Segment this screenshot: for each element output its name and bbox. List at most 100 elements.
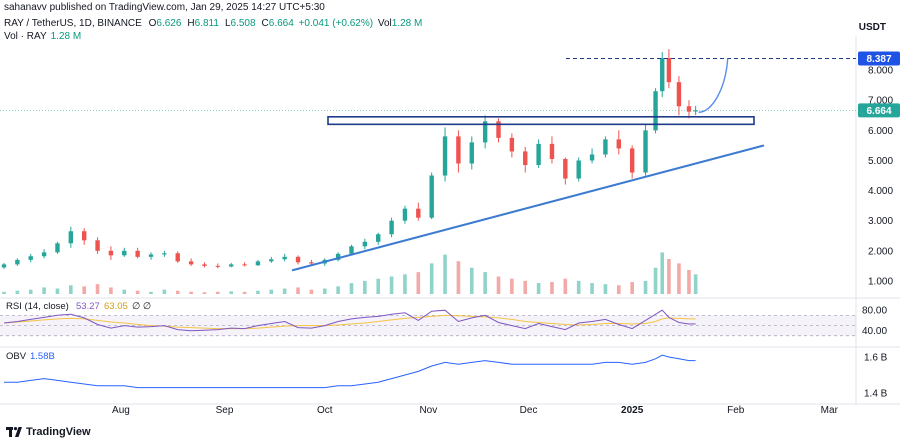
volume-bar — [135, 290, 140, 294]
candle-body — [563, 158, 568, 179]
candle-body — [523, 151, 528, 165]
candle-body — [576, 160, 581, 179]
price-tick-label: 2.000 — [868, 246, 893, 257]
candle-body — [482, 121, 488, 143]
price-tick-label: 5.000 — [868, 156, 893, 167]
volume-bar — [496, 276, 501, 294]
candle-body — [429, 175, 434, 218]
volume-bar — [309, 289, 314, 294]
volume-bar — [216, 291, 220, 294]
candle-body — [309, 262, 314, 264]
currency-label: USDT — [858, 22, 886, 33]
rsi-line — [3, 309, 696, 332]
candle-body — [376, 234, 381, 242]
volume-bar — [483, 272, 487, 294]
ohlc-values: O6.626 H6.811 L6.508 C6.664 — [145, 18, 296, 29]
ohlc-value-h: 6.811 — [194, 18, 219, 29]
volume-bar — [563, 278, 568, 294]
volume-bar — [242, 291, 247, 294]
volume-bar — [416, 272, 421, 294]
ohlc-key-l: L — [224, 18, 231, 29]
volume-bar — [202, 292, 207, 294]
obv-tick-label: 1.4 B — [864, 389, 888, 400]
candle-body — [295, 256, 301, 263]
volume-bar — [256, 290, 260, 294]
volume-bar — [15, 290, 20, 294]
drawings[interactable] — [0, 57, 856, 272]
ohlc-value-o: 6.626 — [156, 18, 182, 29]
volume-bar — [376, 278, 381, 294]
candle-body — [589, 154, 595, 161]
candle-body — [686, 106, 692, 112]
candle-body — [215, 265, 221, 267]
candle-body — [536, 143, 541, 165]
volume-bar — [109, 287, 113, 294]
candle-body — [389, 220, 394, 235]
time-tick-label: 2025 — [621, 405, 644, 416]
volume-indicator-legend[interactable]: Vol · RAY 1.28 M — [4, 31, 81, 42]
volume-bar — [269, 289, 274, 294]
symbol-name[interactable]: RAY / TetherUS, 1D, BINANCE — [4, 18, 142, 29]
candle-body — [28, 256, 33, 260]
volume-bar — [469, 267, 474, 294]
volume-bar — [643, 280, 648, 294]
volume-bar — [42, 287, 46, 294]
tradingview-logo[interactable]: TradingView — [6, 426, 91, 438]
obv-label[interactable]: OBV — [6, 351, 27, 362]
current-price-badge-text: 6.664 — [866, 106, 891, 117]
obv-tick-label: 1.6 B — [864, 353, 888, 364]
volume-bar — [660, 252, 665, 294]
rsi-value: 53.27 — [76, 301, 100, 312]
candle-body — [162, 253, 167, 255]
price-change: +0.041 (+0.62%) — [298, 18, 374, 29]
ohlc-key-o: O — [148, 18, 157, 29]
candle-body — [496, 121, 501, 138]
candle-body — [442, 136, 448, 176]
candle-body — [81, 231, 87, 241]
projected-path-arrow[interactable] — [698, 58, 729, 113]
time-tick-label: Sep — [216, 405, 234, 416]
obv-line — [4, 354, 696, 389]
rsi-label[interactable]: RSI (14, close) — [6, 301, 69, 312]
candle-body — [509, 137, 515, 152]
volume-bar — [189, 291, 193, 294]
candle-body — [660, 58, 665, 92]
price-tick-label: 7.000 — [868, 96, 893, 107]
volume-label: Vol — [377, 18, 392, 29]
volume-bar — [550, 281, 554, 294]
candle-body — [148, 254, 154, 257]
volume-bar — [2, 291, 6, 294]
candle-body — [629, 148, 635, 173]
candle-body — [55, 243, 60, 253]
resistance-zone-box[interactable] — [327, 116, 755, 126]
candle-body — [188, 261, 194, 265]
symbol-legend: RAY / TetherUS, 1D, BINANCE O6.626 H6.811… — [4, 18, 424, 29]
volume-bar — [576, 280, 581, 294]
current-price-badge — [858, 103, 900, 118]
ohlc-key-c: C — [261, 18, 269, 29]
candle-body — [202, 264, 207, 266]
volume-value: 1.28 M — [391, 18, 423, 29]
volume-bar — [590, 283, 594, 294]
price-tick-label: 3.000 — [868, 216, 893, 227]
volume-bar — [296, 287, 300, 294]
tradingview-logo-icon — [6, 427, 22, 437]
volume-bar — [429, 263, 434, 294]
candle-body — [175, 253, 180, 262]
volume-bar — [349, 283, 354, 294]
candle-body — [108, 250, 114, 256]
volume-bar — [363, 280, 367, 294]
brand-name: TradingView — [26, 426, 91, 438]
volume-bar — [523, 280, 528, 294]
candle-body — [402, 208, 408, 221]
volume-bar — [389, 276, 394, 294]
volume-bar — [693, 274, 698, 294]
candle-body — [335, 253, 341, 260]
time-tick-label: Dec — [520, 405, 538, 416]
price-tick-label: 8.000 — [868, 66, 893, 77]
ascending-trendline[interactable] — [291, 144, 765, 272]
candle-body — [255, 261, 261, 266]
time-tick-label: Feb — [727, 405, 745, 416]
published-byline: sahanavv published on TradingView.com, J… — [4, 2, 325, 13]
